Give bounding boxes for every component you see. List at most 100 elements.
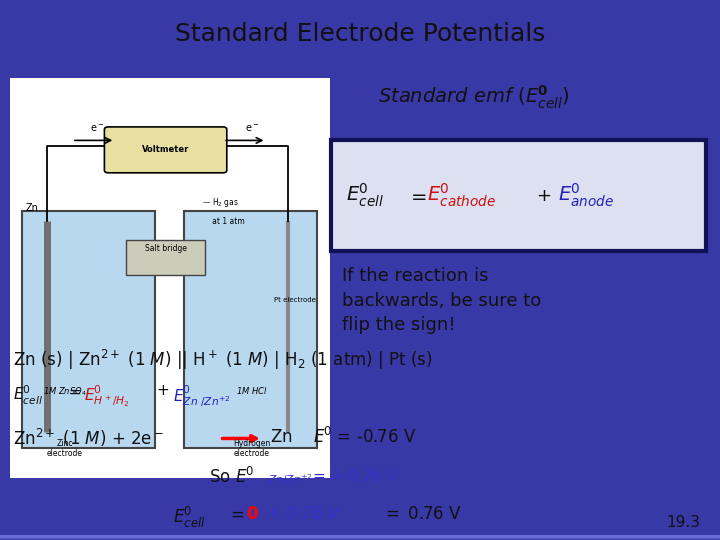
Bar [0,536,720,538]
Bar [0,537,720,539]
Bar [0,536,720,538]
Text: Zn    $\mathit{E}$$^0$ = -0.76 V: Zn $\mathit{E}$$^0$ = -0.76 V [270,427,416,447]
Bar [0,535,720,538]
Text: 19.3: 19.3 [666,515,700,530]
Bar [0,536,720,538]
Bar [0,537,720,539]
Bar [0,536,720,539]
Bar [0,536,720,538]
Bar [0,535,720,538]
Bar [0,535,720,538]
Bar [0,536,720,539]
Bar [0,536,720,539]
Bar [0,535,720,537]
Bar [0,536,720,538]
Bar [0,535,720,538]
Bar [0,536,720,538]
Bar [0,536,720,538]
Bar [0,537,720,539]
Bar [0,535,720,538]
Bar [0,535,720,538]
Bar [0,535,720,538]
Bar [0,535,720,538]
Bar [0,536,720,539]
Bar [0,537,720,539]
Text: $\mathbf{0}$: $\mathbf{0}$ [246,505,259,523]
Text: Zn$^{2+}$ (1 $\mathit{M}$) + 2e$^-$: Zn$^{2+}$ (1 $\mathit{M}$) + 2e$^-$ [13,427,164,449]
FancyBboxPatch shape [331,140,706,251]
Bar [0,535,720,537]
Text: $_{\mathit{Zn/Zn^{+2}}}$= + 0.76 V: $_{\mathit{Zn/Zn^{+2}}}$= + 0.76 V [268,467,400,487]
Bar [0,536,720,539]
Bar [0,536,720,539]
Bar [0,535,720,537]
Bar [0,535,720,537]
Bar [0,536,720,539]
Text: — H$_2$ gas: — H$_2$ gas [202,196,238,209]
Text: Salt bridge: Salt bridge [145,244,186,253]
Bar [0,537,720,539]
Bar [0,537,720,540]
Bar [0,537,720,540]
Bar [0,537,720,539]
Bar [0,537,720,540]
Bar [0,536,720,538]
Text: $\mathit{E}$$^0_{\mathit{cell}}$: $\mathit{E}$$^0_{\mathit{cell}}$ [13,383,43,407]
Bar [0,535,720,538]
Text: Pt electrode: Pt electrode [274,298,315,303]
Text: $\mathit{E}$$^0_{\mathit{anode}}$: $\mathit{E}$$^0_{\mathit{anode}}$ [558,182,614,210]
Bar [0,537,720,539]
Bar [0,535,720,537]
Bar [0,535,720,538]
Bar [0,537,720,540]
Bar [0,537,720,540]
Bar [0,536,720,538]
Bar [0,537,720,539]
Bar [0,536,720,539]
Bar [0,536,720,539]
Bar [0,535,720,538]
Bar [0,537,720,540]
Text: $=$: $=$ [66,383,82,399]
Bar [0,535,720,538]
Bar [0,535,720,537]
Bar [0,535,720,538]
Bar [0,535,720,538]
Bar [0,536,720,539]
Bar [0,536,720,539]
Bar [0,537,720,539]
Bar [0,536,720,538]
Text: $=$ 0.76 V: $=$ 0.76 V [382,505,462,523]
Bar [0,537,720,539]
Text: Standard Electrode Potentials: Standard Electrode Potentials [175,22,545,45]
Bar [0,537,720,540]
Bar [0,537,720,539]
Bar [0,537,720,539]
Bar [0,535,720,538]
Text: Hydrogen
electrode: Hydrogen electrode [233,439,271,458]
Bar [0,536,720,538]
Bar [0,536,720,539]
Bar [0,535,720,538]
Bar [0,536,720,538]
Bar [0,536,720,539]
Bar [0,535,720,538]
Text: 1$M$ HCl: 1$M$ HCl [236,385,268,396]
Bar [0,535,720,537]
Bar [0,536,720,538]
Bar [0,536,720,538]
Bar [0,536,720,538]
Bar [0,536,720,539]
Bar [0,536,720,538]
Bar [0,536,720,539]
Bar [0,537,720,539]
Text: Voltmeter: Voltmeter [142,145,189,154]
Bar [0,535,720,538]
Bar [0,535,720,538]
FancyBboxPatch shape [104,127,227,173]
Bar [0,536,720,539]
Bar [0,537,720,539]
Bar [0,535,720,538]
Bar [0,536,720,539]
Bar [0,536,720,538]
